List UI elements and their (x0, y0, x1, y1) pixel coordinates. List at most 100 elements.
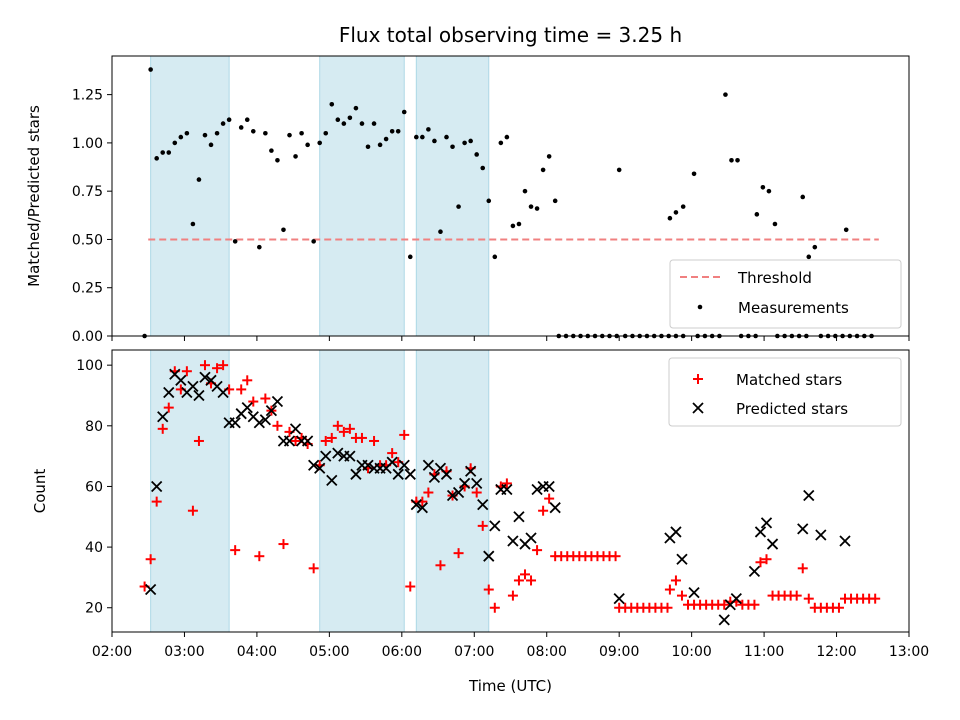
x-tick-label-10: 12:00 (816, 644, 856, 660)
count-y-tick-label-1: 40 (85, 540, 103, 556)
predicted-star-point-5 (175, 374, 187, 386)
measurement-point-5 (172, 140, 178, 146)
matched-star-point-41 (387, 448, 398, 459)
matched-star-point-15 (230, 545, 241, 556)
predicted-star-point-61 (513, 511, 525, 523)
measurement-point-58 (492, 254, 498, 260)
predicted-star-point-46 (422, 459, 435, 471)
ratio-y-tick-label-1: 0.25 (72, 281, 103, 297)
matched-star-point-110 (797, 563, 808, 574)
predicted-star-point-1 (151, 480, 163, 493)
predicted-star-point-3 (163, 386, 175, 399)
ratio-y-tick-label-2: 0.50 (72, 232, 103, 248)
predicted-star-point-31 (332, 447, 344, 459)
measurement-point-17 (244, 117, 250, 123)
predicted-star-point-76 (748, 565, 761, 577)
matched-star-point-22 (272, 420, 283, 431)
measurement-point-64 (528, 204, 534, 209)
matched-star-point-111 (803, 593, 814, 604)
predicted-star-point-27 (308, 459, 320, 471)
predicted-star-point-47 (428, 471, 441, 483)
measurement-point-14 (226, 117, 232, 123)
matched-star-point-19 (254, 551, 265, 562)
measurement-point-12 (214, 130, 220, 136)
ratio-panel-legend: Threshold Measurements (669, 259, 902, 329)
predicted-star-point-30 (326, 474, 338, 487)
x-tick-label-2: 04:00 (237, 644, 277, 660)
x-tick-label-7: 09:00 (599, 644, 639, 660)
count-y-tick-label-2: 60 (85, 479, 103, 495)
measurement-point-7 (184, 130, 190, 136)
measurement-point-25 (293, 154, 298, 159)
ratio-panel-y-ticks: 0.00 0.25 0.50 0.75 1.00 1.25 (72, 88, 112, 345)
count-panel-y-ticks: 20 40 60 80 100 (76, 358, 112, 617)
measurement-point-28 (311, 239, 316, 244)
measurement-point-97 (729, 157, 734, 163)
count-panel-frame (111, 349, 910, 633)
predicted-star-point-56 (483, 550, 495, 562)
x-tick-label-4: 06:00 (382, 644, 422, 660)
measurement-point-4 (166, 150, 172, 155)
measurement-point-104 (766, 188, 772, 194)
matched-star-point-25 (290, 435, 301, 446)
count-panel-x-ticks: 02:00 03:00 04:00 05:00 06:00 07:00 08:00 09:00… (92, 632, 929, 660)
measurement-point-43 (401, 109, 407, 115)
predicted-star-point-33 (344, 450, 356, 462)
predicted-star-point-78 (760, 517, 773, 529)
count-legend-box (668, 357, 902, 427)
measurement-point-15 (232, 239, 238, 244)
measurement-point-41 (389, 129, 395, 134)
predicted-star-point-18 (253, 417, 265, 429)
predicted-star-point-68 (613, 593, 625, 605)
predicted-star-point-59 (501, 483, 513, 496)
measurement-point-78 (616, 167, 622, 173)
matched-star-point-89 (670, 575, 681, 586)
predicted-star-point-73 (718, 614, 730, 626)
x-tick-label-9: 11:00 (744, 644, 784, 660)
matched-star-point-66 (538, 505, 549, 516)
ratio-shaded-interval-1 (319, 55, 405, 337)
measurement-point-36 (359, 121, 365, 126)
predicted-star-point-45 (416, 502, 428, 514)
ratio-panel-x-ticks (111, 336, 910, 341)
measurement-point-29 (317, 140, 323, 146)
matched-stars-legend-swatch (693, 374, 703, 384)
matched-star-point-65 (532, 545, 543, 556)
predicted-star-point-19 (259, 414, 271, 426)
predicted-star-point-43 (404, 468, 416, 480)
matched-star-point-122 (870, 593, 881, 604)
matched-star-point-18 (248, 396, 259, 407)
measurement-point-50 (444, 134, 449, 140)
matched-star-point-43 (399, 429, 410, 440)
predicted-star-point-55 (477, 499, 489, 511)
predicted-star-point-20 (265, 405, 278, 417)
predicted-star-point-81 (803, 489, 815, 502)
measurement-point-98 (735, 157, 740, 163)
ratio-legend-box (669, 259, 902, 329)
measurement-point-44 (407, 254, 413, 260)
predicted-star-point-52 (458, 477, 471, 490)
predicted-stars-marks (145, 368, 851, 626)
measurement-point-39 (377, 142, 383, 148)
predicted-star-point-9 (199, 371, 211, 383)
predicted-star-point-66 (543, 480, 555, 493)
measurement-point-55 (474, 152, 479, 157)
matched-star-point-109 (791, 590, 802, 601)
matched-star-point-36 (356, 432, 367, 443)
chart-title: Flux total observing time = 3.25 h (339, 23, 682, 47)
predicted-star-point-49 (440, 468, 453, 480)
ratio-y-tick-label-5: 1.25 (72, 88, 103, 104)
matched-star-point-3 (157, 423, 168, 434)
ratio-y-tick-label-0: 0.00 (72, 329, 103, 345)
measurement-point-54 (468, 138, 473, 144)
matched-star-point-23 (278, 539, 289, 550)
predicted-stars-legend-label: Predicted stars (736, 400, 848, 418)
matched-star-point-32 (332, 420, 343, 431)
measurement-point-91 (691, 171, 697, 177)
matched-star-point-7 (181, 366, 192, 377)
predicted-star-point-24 (289, 423, 302, 435)
measurement-point-53 (462, 140, 467, 146)
predicted-star-point-57 (489, 520, 501, 532)
measurement-point-113 (812, 244, 818, 250)
ratio-shaded-interval-2 (415, 55, 490, 337)
